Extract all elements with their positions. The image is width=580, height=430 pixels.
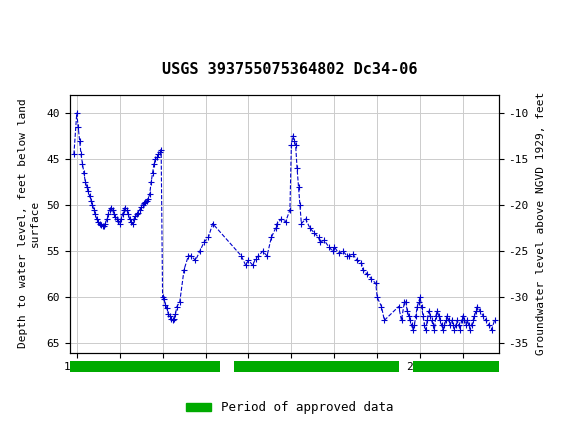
Text: USGS 393755075364802 Dc34-06: USGS 393755075364802 Dc34-06 bbox=[162, 62, 418, 77]
Bar bbox=[413, 361, 499, 372]
Text: ≡USGS: ≡USGS bbox=[12, 16, 70, 35]
Y-axis label: Groundwater level above NGVD 1929, feet: Groundwater level above NGVD 1929, feet bbox=[536, 92, 546, 355]
Y-axis label: Depth to water level, feet below land
surface: Depth to water level, feet below land su… bbox=[18, 99, 39, 348]
Legend: Period of approved data: Period of approved data bbox=[181, 396, 399, 419]
Bar bbox=[70, 361, 220, 372]
Bar bbox=[234, 361, 398, 372]
